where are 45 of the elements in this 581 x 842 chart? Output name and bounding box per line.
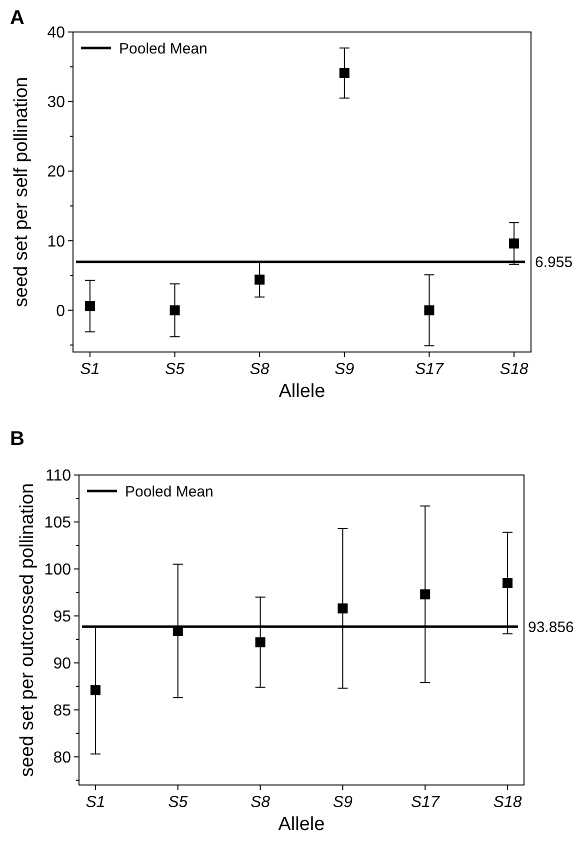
y-tick-label: 100 (44, 562, 72, 579)
x-tick-label: S9 (334, 361, 354, 378)
x-tick-label: S1 (80, 361, 100, 378)
y-tick-label: 105 (44, 514, 72, 532)
point (420, 589, 430, 600)
y-tick-label: 85 (53, 702, 72, 720)
point (90, 685, 100, 696)
x-tick-label: S5 (164, 361, 185, 378)
x-tick-label: S18 (493, 794, 522, 811)
point (424, 305, 434, 316)
x-tick-label: S8 (250, 794, 270, 811)
x-tick-label: S9 (332, 794, 353, 811)
y-tick-label: 30 (47, 94, 66, 112)
point (254, 274, 265, 285)
point (502, 578, 513, 588)
y-tick-label: 95 (53, 608, 72, 626)
y-tick-label: 10 (47, 233, 66, 250)
y-tick-label: 20 (47, 164, 66, 181)
x-axis-title: Allele (278, 381, 326, 402)
x-tick-label: S8 (250, 361, 270, 378)
point (255, 637, 266, 648)
y-tick-label: 0 (56, 302, 66, 320)
text: 93.856 (528, 618, 574, 636)
x-tick-label: S5 (168, 794, 188, 811)
x-tick-label: S17 (414, 361, 445, 378)
x-tick-label: S1 (86, 794, 106, 811)
point (338, 603, 348, 614)
legend-label: Pooled Mean (125, 483, 214, 500)
y-tick-label: 80 (53, 749, 72, 766)
point (509, 238, 520, 248)
y-tick-label: 110 (45, 468, 72, 485)
chart-title: B (10, 428, 24, 450)
legend-label: Pooled Mean (119, 40, 208, 58)
y-tick-label: 40 (47, 24, 66, 42)
y-tick-label: 90 (53, 655, 72, 672)
x-tick-label: S17 (410, 794, 440, 811)
point (339, 68, 350, 78)
text: 6.955 (535, 254, 573, 272)
y-axis-title: seed set per self pollination (11, 76, 32, 308)
y-axis-title: seed set per outcrossed pollination (17, 483, 38, 777)
x-tick-label: S18 (500, 361, 528, 378)
point (170, 305, 180, 316)
x-axis-title: Allele (278, 814, 325, 835)
point (84, 301, 95, 312)
chart-title: A (10, 7, 24, 29)
